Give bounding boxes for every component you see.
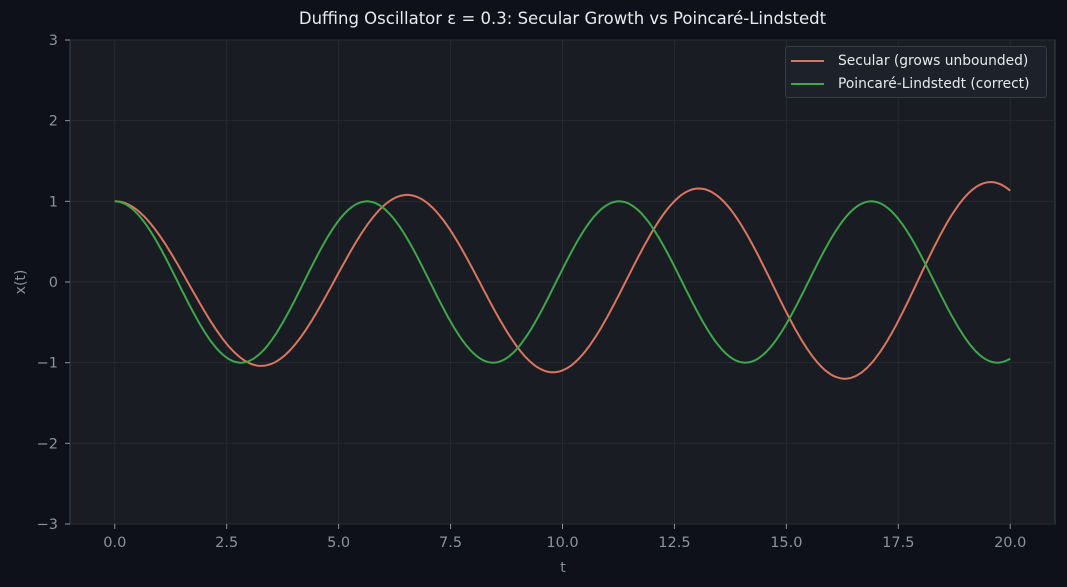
y-tick-label: 2: [49, 114, 58, 130]
legend-item-secular: Secular (grows unbounded): [786, 50, 1028, 72]
series-line-secular: [114, 181, 1011, 380]
y-tick-label: −2: [37, 436, 58, 452]
x-tick-label: 15.0: [770, 535, 802, 551]
y-tick-label: 0: [49, 275, 58, 291]
grid-lines: [70, 39, 1055, 525]
x-tick-label: 20.0: [994, 535, 1026, 551]
x-tick-label: 5.0: [327, 535, 350, 551]
legend-swatch-poincare: [791, 83, 824, 85]
x-tick-label: 7.5: [439, 535, 462, 551]
legend: Secular (grows unbounded) Poincaré-Linds…: [785, 46, 1047, 98]
y-tick-label: 3: [49, 33, 58, 49]
series-line-poincare-lindstedt: [114, 200, 1011, 364]
legend-label: Secular (grows unbounded): [838, 53, 1029, 69]
x-tick-label: 2.5: [215, 535, 238, 551]
x-tick-label: 10.0: [546, 535, 578, 551]
y-axis-label: x(t): [13, 270, 29, 295]
legend-swatch-secular: [791, 60, 824, 62]
x-axis-label: t: [560, 560, 566, 576]
y-tick-label: −3: [37, 517, 58, 533]
x-tick-label: 17.5: [882, 535, 914, 551]
x-tick-label: 12.5: [658, 535, 690, 551]
legend-item-poincare-lindstedt: Poincaré-Lindstedt (correct): [786, 73, 1029, 95]
data-lines: [114, 181, 1011, 380]
legend-label: Poincaré-Lindstedt (correct): [838, 76, 1030, 92]
axis-ticks: 0.0 2.5 5.0 7.5 10.0 12.5 15.0 17.5 20.0 3 2 1 0 −1 −2…: [37, 33, 1027, 551]
y-tick-label: −1: [37, 356, 58, 372]
x-tick-label: 0.0: [103, 535, 126, 551]
chart-title: Duffing Oscillator ε = 0.3: Secular Grow…: [298, 9, 827, 28]
y-tick-label: 1: [49, 194, 58, 210]
